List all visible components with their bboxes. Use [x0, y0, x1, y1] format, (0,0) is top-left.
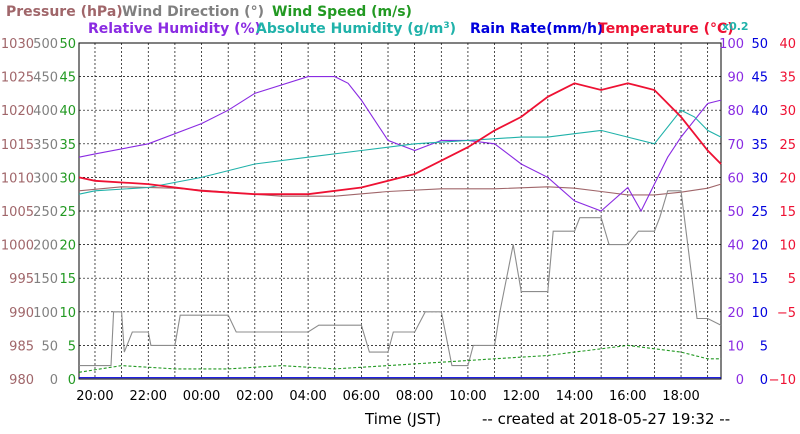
humidity-tick-label: 90: [727, 71, 744, 86]
wind_speed-tick-label: 35: [59, 138, 76, 153]
humidity-tick-label: 30: [727, 272, 744, 287]
x-tick-label: 14:00: [556, 389, 593, 404]
series-line-humidity: [78, 76, 722, 213]
wind_speed-tick-label: 0: [68, 373, 76, 388]
pressure-tick-label: 1005: [1, 205, 34, 220]
pressure-tick-label: 990: [9, 306, 34, 321]
humidity-tick-label: 0: [736, 373, 744, 388]
series-group: [78, 76, 722, 379]
wind_speed-tick-label: 10: [59, 306, 76, 321]
pressure-tick-label: 980: [9, 373, 34, 388]
x-tick-label: 22:00: [130, 389, 167, 404]
legend-relative-humidity: Relative Humidity (%): [88, 21, 261, 37]
pressure-tick-label: 985: [9, 339, 34, 354]
wind_direction-tick-label: 400: [33, 104, 58, 119]
temperature-tick-label: 25: [779, 138, 796, 153]
x-tick-label: 12:00: [502, 389, 539, 404]
wind_direction-tick-label: 150: [33, 272, 58, 287]
humidity-tick-label: 60: [727, 171, 744, 186]
series-line-wind_direction: [79, 190, 722, 367]
temperature-tick-label: 15: [779, 205, 796, 220]
x-axis-label: Time (JST): [364, 410, 441, 428]
wind_speed-tick-label: 25: [59, 205, 76, 220]
rain_rate-tick-label: 0: [760, 373, 768, 388]
humidity-tick-label: 20: [727, 306, 744, 321]
wind_direction-tick-label: 200: [33, 239, 58, 254]
rain_rate-tick-label: 45: [751, 71, 768, 86]
axis-labels: 20:00 22:00 00:00 02:00 04:00 06:00 08:00 10:00…: [1, 37, 796, 404]
humidity-tick-label: 50: [727, 205, 744, 220]
wind_speed-tick-label: 5: [68, 339, 76, 354]
humidity-tick-label: 70: [727, 138, 744, 153]
legend-abs-suffix: ): [450, 21, 456, 37]
wind_direction-tick-label: 100: [33, 306, 58, 321]
x-tick-label: 02:00: [236, 389, 273, 404]
wind_speed-tick-label: 20: [59, 239, 76, 254]
pressure-tick-label: 1020: [1, 104, 34, 119]
x-tick-label: 04:00: [289, 389, 326, 404]
humidity-tick-label: 80: [727, 104, 744, 119]
pressure-tick-label: 995: [9, 272, 34, 287]
x-tick-label: 20:00: [76, 389, 113, 404]
legend-abs-prefix: Absolute Humidity (g/m: [256, 21, 443, 37]
created-at-note: -- created at 2018-05-27 19:32 --: [482, 410, 730, 428]
temperature-tick-label: 35: [779, 71, 796, 86]
temperature-tick-label: 20: [779, 171, 796, 186]
humidity-tick-label: 10: [727, 339, 744, 354]
grid: [79, 43, 721, 379]
temperature-tick-label: 30: [779, 104, 796, 119]
rain_rate-tick-label: 30: [751, 171, 768, 186]
wind_speed-tick-label: 40: [59, 104, 76, 119]
wind_speed-tick-label: 45: [59, 71, 76, 86]
legend-pressure: Pressure (hPa): [6, 4, 123, 20]
x-tick-label: 10:00: [449, 389, 486, 404]
pressure-tick-label: 1015: [1, 138, 34, 153]
legend-scale-note: x0.2: [722, 20, 749, 33]
x-tick-label: 00:00: [183, 389, 220, 404]
wind_speed-tick-label: 30: [59, 171, 76, 186]
rain_rate-tick-label: 10: [751, 306, 768, 321]
rain_rate-tick-label: 25: [751, 205, 768, 220]
humidity-tick-label: 40: [727, 239, 744, 254]
rain_rate-tick-label: 20: [751, 239, 768, 254]
legend-temperature: Temperature (°C): [598, 21, 734, 37]
humidity-tick-label: 100: [719, 37, 744, 52]
rain_rate-tick-label: 5: [760, 339, 768, 354]
temperature-tick-label: −5: [777, 306, 796, 321]
wind_speed-tick-label: 50: [59, 37, 76, 52]
rain_rate-tick-label: 35: [751, 138, 768, 153]
rain_rate-tick-label: 15: [751, 272, 768, 287]
wind_direction-tick-label: 300: [33, 171, 58, 186]
x-tick-label: 18:00: [662, 389, 699, 404]
x-tick-label: 06:00: [343, 389, 380, 404]
temperature-tick-label: 5: [788, 272, 796, 287]
temperature-tick-label: 40: [779, 37, 796, 52]
series-line-humidity: [78, 109, 722, 195]
wind_direction-tick-label: 0: [50, 373, 58, 388]
wind_direction-tick-label: 450: [33, 71, 58, 86]
rain_rate-tick-label: 40: [751, 104, 768, 119]
legend-absolute-humidity: Absolute Humidity (g/m3): [256, 21, 456, 37]
pressure-tick-label: 1000: [1, 239, 34, 254]
wind_direction-tick-label: 250: [33, 205, 58, 220]
series-line-wind_speed: [78, 344, 721, 373]
legend-rain-rate: Rain Rate(mm/h): [470, 21, 603, 37]
legend-wind-direction: Wind Direction (°): [122, 4, 264, 20]
pressure-tick-label: 1030: [1, 37, 34, 52]
pressure-tick-label: 1025: [1, 71, 34, 86]
temperature-tick-label: 10: [779, 239, 796, 254]
temperature-tick-label: −10: [769, 373, 796, 388]
x-tick-label: 08:00: [396, 389, 433, 404]
x-tick-label: 16:00: [609, 389, 646, 404]
wind_speed-tick-label: 15: [59, 272, 76, 287]
wind_direction-tick-label: 50: [41, 339, 58, 354]
series-line-temperature: [78, 82, 722, 196]
legend-wind-speed: Wind Speed (m/s): [272, 4, 412, 20]
pressure-tick-label: 1010: [1, 171, 34, 186]
rain_rate-tick-label: 50: [751, 37, 768, 52]
wind_direction-tick-label: 350: [33, 138, 58, 153]
legend-abs-exp: 3: [443, 21, 449, 31]
wind_direction-tick-label: 500: [33, 37, 58, 52]
